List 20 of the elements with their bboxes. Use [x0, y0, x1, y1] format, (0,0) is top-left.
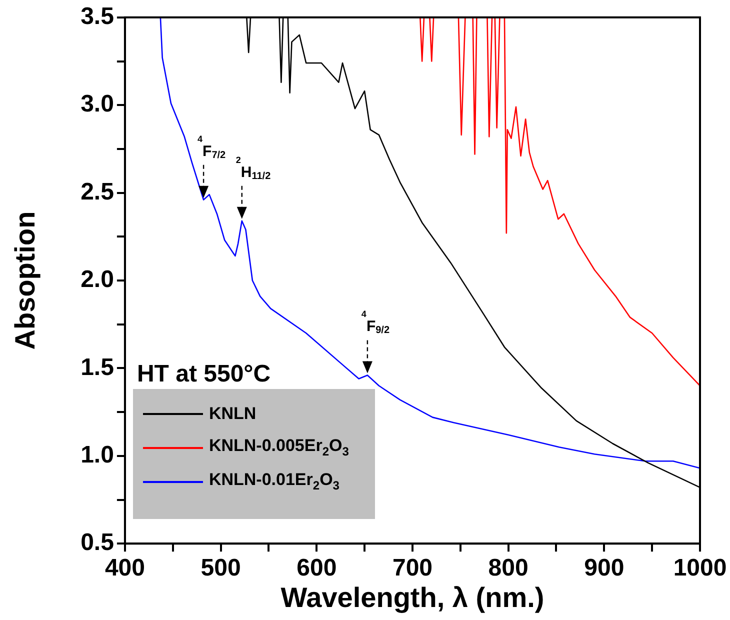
- x-tick-label: 600: [296, 554, 337, 582]
- x-tick-label: 1000: [673, 554, 727, 582]
- x-tick-label: 800: [488, 554, 528, 582]
- y-tick-label: 1.5: [80, 354, 114, 381]
- x-tick-label: 400: [104, 554, 145, 582]
- x-tick-label: 500: [200, 554, 241, 582]
- y-tick-label: 3.0: [80, 90, 114, 118]
- x-tick-label: 900: [584, 554, 624, 582]
- y-tick-label: 1.0: [80, 442, 114, 469]
- y-tick-label: 2.0: [80, 266, 114, 294]
- y-tick-label: 3.5: [80, 3, 114, 30]
- legend-label: KNLN-0.005Er$_{2}$O$_{3}$: [208, 436, 349, 459]
- legend-label: KNLN: [208, 404, 256, 424]
- x-axis-title: Wavelength, λ (nm.): [280, 582, 544, 613]
- annotation: HT at 550°C: [136, 360, 271, 388]
- y-tick-label: 0.5: [80, 529, 114, 556]
- y-axis-title: Absoption: [10, 211, 41, 350]
- legend-label: KNLN-0.01Er$_{2}$O$_{3}$: [208, 470, 340, 493]
- y-tick-label: 2.5: [80, 178, 114, 206]
- x-tick-label: 700: [392, 554, 433, 582]
